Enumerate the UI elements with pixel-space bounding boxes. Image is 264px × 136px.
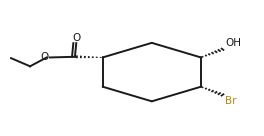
- Text: Br: Br: [225, 96, 237, 106]
- Text: O: O: [41, 52, 49, 62]
- Text: OH: OH: [225, 38, 241, 48]
- Text: O: O: [72, 33, 80, 43]
